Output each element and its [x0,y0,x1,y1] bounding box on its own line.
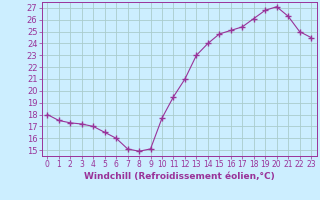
X-axis label: Windchill (Refroidissement éolien,°C): Windchill (Refroidissement éolien,°C) [84,172,275,181]
